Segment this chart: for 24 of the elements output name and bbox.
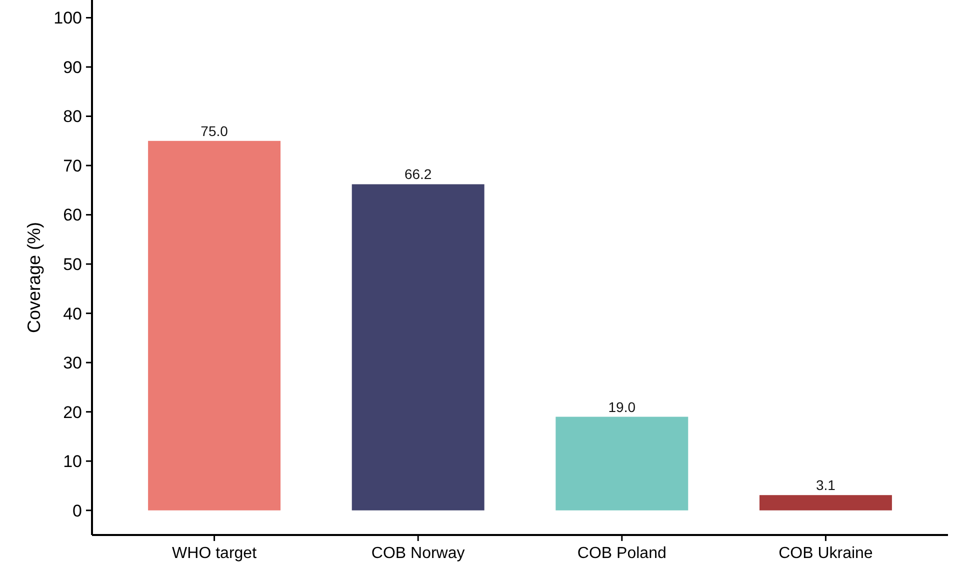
y-tick-label: 80 [63,107,82,126]
data-label: 19.0 [608,398,636,415]
data-label: 3.1 [816,477,836,494]
y-tick-label: 50 [63,255,82,274]
y-tick-label: 60 [63,206,82,225]
y-tick-label: 100 [54,8,82,28]
y-tick-label: 30 [63,354,82,373]
y-tick-label: 40 [63,304,82,324]
bar [556,416,688,510]
data-label: 66.2 [404,166,432,182]
x-tick-label: COB Ukraine [778,545,873,562]
bar [759,495,892,510]
x-tick-label: COB Norway [371,545,465,562]
y-tick-label: 0 [72,501,82,520]
x-tick-label: COB Poland [577,545,666,562]
bar [352,184,484,510]
y-tick-label: 90 [63,58,82,77]
x-tick-label: WHO target [172,545,258,562]
y-axis-title: Coverage (%) [24,222,44,334]
data-label: 75.0 [200,122,228,139]
y-tick-label: 10 [63,452,82,472]
y-tick-label: 70 [63,156,82,176]
y-tick-label: 20 [63,402,82,422]
bar [148,140,281,510]
